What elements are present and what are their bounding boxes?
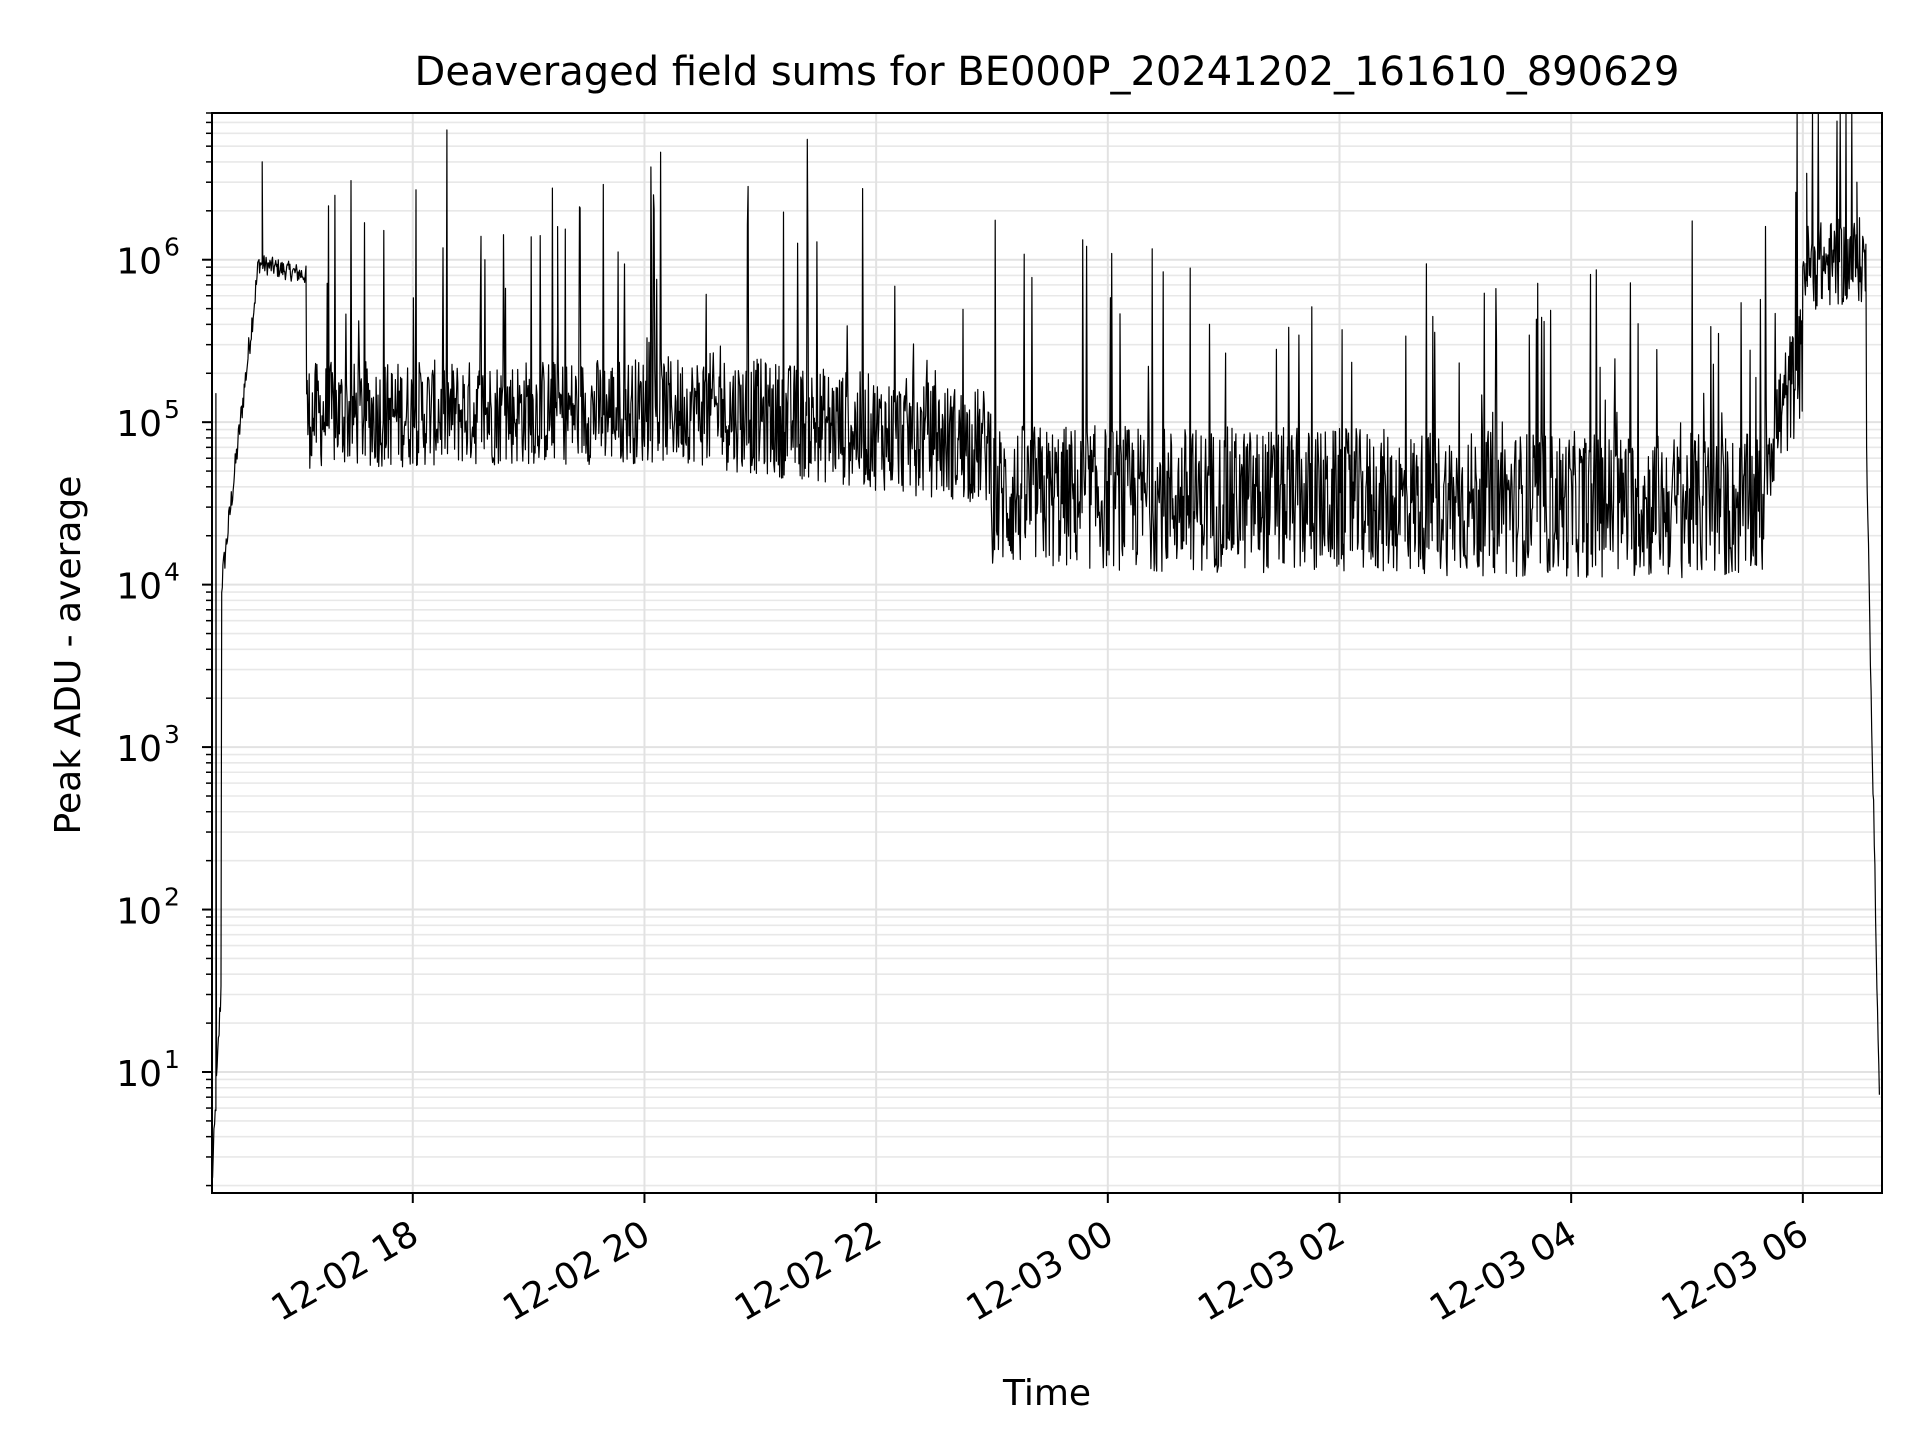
y-tick-label: 10 xyxy=(116,567,162,608)
y-tick-exponent: 6 xyxy=(164,233,180,262)
y-tick-label: 10 xyxy=(116,892,162,933)
plot-frame xyxy=(211,112,1883,1194)
grid xyxy=(212,112,1882,1193)
y-tick-label: 10 xyxy=(116,242,162,283)
x-axis-label: Time xyxy=(1002,1373,1091,1414)
y-tick-label: 10 xyxy=(116,404,162,445)
y-tick-exponent: 4 xyxy=(164,558,180,587)
y-tick-label: 10 xyxy=(116,1054,162,1095)
y-axis-label: Peak ADU - average xyxy=(48,476,89,835)
series-layer xyxy=(211,112,1880,1182)
series-line xyxy=(211,112,1880,1182)
y-tick-label: 10 xyxy=(116,729,162,770)
y-tick-exponent: 2 xyxy=(164,883,180,912)
y-tick-exponent: 3 xyxy=(164,720,180,749)
chart-title: Deaveraged field sums for BE000P_2024120… xyxy=(415,49,1680,95)
y-tick-exponent: 1 xyxy=(164,1045,180,1074)
y-tick-exponent: 5 xyxy=(164,395,180,424)
